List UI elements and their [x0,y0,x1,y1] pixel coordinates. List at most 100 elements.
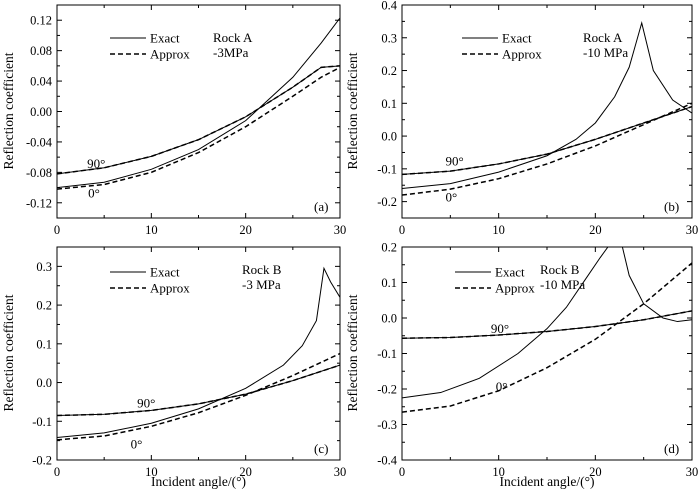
y-tick-label: 0.0 [381,312,397,326]
x-tick-label: 10 [492,465,505,479]
y-tick-label: -0.12 [26,196,52,210]
x-tick-label: 0 [54,223,60,237]
series-line-exact-0- [57,266,340,439]
series-line-approx-0- [57,352,340,441]
plot-frame [401,4,693,219]
series-line-approx-0- [57,66,340,190]
legend-label: Exact [150,31,180,46]
annotation-text: -10 MPa [540,277,585,292]
y-tick-label: 0.1 [381,276,397,290]
annotation-text: -3 MPa [242,277,281,292]
azimuth-label: 90° [446,154,464,169]
y-tick-label: -0.1 [377,347,397,361]
y-tick-label: 0.3 [381,31,397,45]
legend-label: Approx [150,281,190,296]
x-tick-label: 0 [399,465,405,479]
annotation-text: Rock B [242,262,282,277]
azimuth-label: 90° [87,156,105,171]
annotation-text: Rock A [213,30,253,45]
y-tick-label: 0.2 [381,64,397,78]
series-line-exact-0- [402,21,692,190]
y-tick-label: 0.08 [30,44,52,58]
y-tick-label: 0.4 [381,0,397,13]
legend-label: Approx [150,47,190,62]
series-line-approx-90- [57,65,340,175]
chart-panel-4: 0 10 20 30 -0.4 -0.3 -0.2 -0.1 0.0 0.1 0.2 Reflecti… [345,241,698,490]
y-tick-label: 0.12 [30,14,52,28]
series-line-exact-0-right-branch- [621,247,692,323]
annotation-text: Rock B [540,262,580,277]
y-axis-title: Reflection coefficient [1,52,16,169]
x-tick-label: 20 [589,223,602,237]
chart-panel-2: 0 10 20 30 -0.2 -0.1 0.0 0.1 0.2 0.3 0.4 Reflection… [345,0,698,237]
azimuth-label: 0° [88,185,100,200]
panel-label: (a) [314,199,328,214]
y-tick-label: -0.08 [26,166,52,180]
panel-label: (d) [664,441,679,456]
x-tick-label: 10 [492,223,505,237]
x-tick-label: 0 [54,465,60,479]
series-line-approx-0- [402,102,692,196]
legend-label: Exact [495,265,525,280]
x-tick-label: 30 [686,465,699,479]
y-tick-label: -0.2 [32,454,52,468]
azimuth-label: 0° [446,190,458,205]
y-tick-label: 0.04 [30,75,53,89]
x-tick-label: 0 [399,223,405,237]
series-line-exact-90- [402,310,692,339]
azimuth-label: 0° [131,436,143,451]
series-line-exact-0- [402,247,609,399]
annotation-text: -3MPa [213,45,249,60]
x-tick-label: 30 [334,223,347,237]
legend-label: Exact [502,31,532,46]
x-tick-label: 30 [334,465,347,479]
y-tick-label: -0.3 [377,418,397,432]
legend-label: Approx [502,47,542,62]
y-tick-label: 0.1 [36,337,52,351]
azimuth-label: 0° [496,379,508,394]
y-tick-label: 0.2 [381,241,397,255]
y-tick-label: 0.1 [381,97,397,111]
y-tick-label: 0.00 [30,105,52,119]
x-axis-title: Incident angle/(°) [500,474,595,489]
x-tick-label: 30 [686,223,699,237]
panel-label: (b) [664,199,679,214]
chart-panel-1: 0 10 20 30 -0.12 -0.08 -0.04 0.00 0.04 0.08 0.12 Re… [1,4,347,237]
y-axis-title: Reflection coefficient [345,52,360,169]
y-tick-label: 0.0 [36,376,52,390]
y-tick-label: -0.4 [377,454,398,468]
series-line-exact-0- [57,17,340,189]
y-tick-label: -0.2 [377,195,397,209]
x-tick-label: 20 [239,223,252,237]
y-tick-label: 0.3 [36,260,52,274]
x-tick-label: 20 [239,465,252,479]
series-line-approx-90- [402,310,692,339]
annotation-text: -10 MPa [583,45,628,60]
x-tick-label: 10 [145,465,158,479]
y-tick-label: -0.1 [32,415,52,429]
series-line-exact-90- [57,364,340,416]
y-tick-label: -0.1 [377,162,397,176]
panel-label: (c) [314,441,328,456]
series-line-approx-90- [402,105,692,176]
azimuth-label: 90° [137,396,155,411]
legend-label: Exact [150,265,180,280]
chart-panel-3: 0 10 20 30 -0.2 -0.1 0.0 0.1 0.2 0.3 Reflection co… [1,246,347,489]
series-line-approx-0- [402,262,692,413]
azimuth-label: 90° [491,321,509,336]
plot-frame [56,246,341,461]
x-tick-label: 10 [145,223,158,237]
legend-label: Approx [495,281,535,296]
annotation-text: Rock A [583,30,623,45]
x-axis-title: Incident angle/(°) [151,474,246,489]
y-axis-title: Reflection coefficient [1,294,16,411]
y-tick-label: -0.04 [26,135,53,149]
y-axis-title: Reflection coefficient [345,294,360,411]
y-tick-label: -0.2 [377,383,397,397]
y-tick-label: 0.2 [36,299,52,313]
